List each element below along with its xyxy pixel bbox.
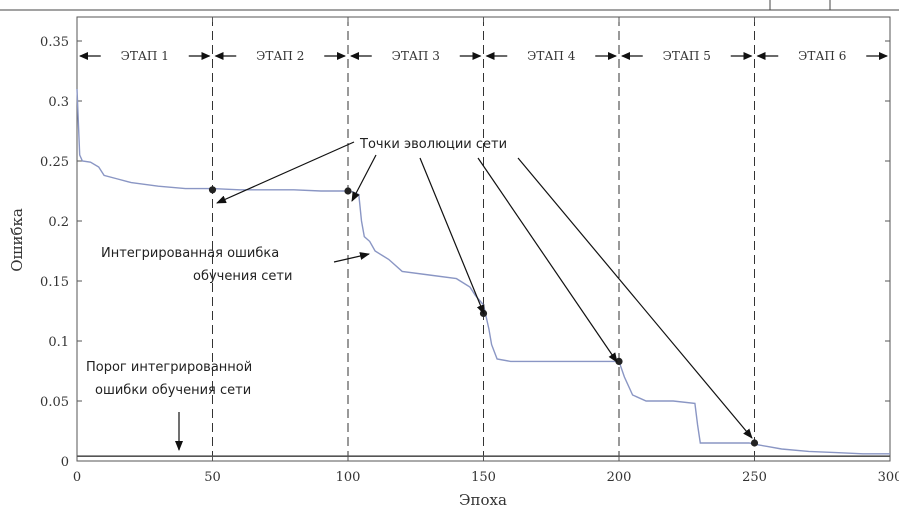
x-tick-label: 0 — [73, 470, 81, 485]
evolution-point — [344, 187, 352, 195]
annotation-threshold: Порог интегрированной ошибки обучения се… — [86, 360, 252, 451]
evolution-points — [208, 186, 759, 447]
stage-label: ЭТАП 5 — [663, 49, 711, 63]
annotation-arrow-150 — [419, 157, 485, 315]
stage-label: ЭТАП 3 — [392, 49, 440, 63]
annotation-arrow-200 — [477, 157, 618, 363]
stage-dividers — [212, 17, 755, 461]
y-tick-label: 0 — [61, 455, 69, 470]
stage-label: ЭТАП 2 — [256, 49, 304, 63]
annotation-arrow-250 — [517, 157, 753, 439]
stage-label: ЭТАП 6 — [798, 49, 846, 63]
y-tick-label: 0.05 — [40, 395, 69, 410]
y-tick-label: 0.35 — [40, 35, 69, 50]
annotation-evolution-points: Точки эволюции сети — [216, 137, 753, 439]
annotation-threshold-line1: Порог интегрированной — [86, 360, 252, 375]
x-tick-label: 150 — [471, 470, 496, 485]
evolution-point — [750, 439, 759, 447]
x-tick-label: 250 — [742, 470, 767, 485]
evolution-point — [208, 186, 217, 194]
x-axis-title: Эпоха — [459, 491, 507, 509]
stage-labels: ЭТАП 1 ЭТАП 2 ЭТАП 3 ЭТАП 4 ЭТАП 5 ЭТАП 6 — [121, 49, 847, 63]
y-tick-label: 0.1 — [48, 335, 69, 350]
series-layer — [76, 88, 890, 457]
y-axis-title: Ошибка — [8, 208, 26, 272]
annotation-arrow-50 — [216, 141, 355, 204]
annotation-arrow-100 — [351, 154, 377, 202]
annotation-integrated-error-line2: обучения сети — [193, 269, 292, 284]
series-integrated-error — [76, 88, 890, 455]
x-tick-label: 300 — [878, 470, 899, 485]
x-tick-label: 100 — [336, 470, 361, 485]
stage-label: ЭТАП 1 — [121, 49, 169, 63]
x-ticks: 0 50 100 150 200 250 300 — [73, 17, 899, 485]
annotation-integrated-error: Интегрированная ошибка обучения сети — [101, 246, 370, 284]
y-tick-label: 0.2 — [48, 215, 69, 230]
x-tick-label: 50 — [204, 470, 221, 485]
x-tick-label: 200 — [607, 470, 632, 485]
annotation-integrated-error-line1: Интегрированная ошибка — [101, 246, 279, 261]
y-tick-label: 0.3 — [48, 95, 69, 110]
y-ticks: 0 0.05 0.1 0.15 0.2 0.25 0.3 0.35 — [40, 35, 890, 470]
annotation-threshold-line2: ошибки обучения сети — [95, 383, 251, 398]
annotation-integrated-error-arrow — [333, 252, 370, 263]
y-tick-label: 0.25 — [40, 155, 69, 170]
stage-label: ЭТАП 4 — [527, 49, 576, 63]
y-tick-label: 0.15 — [40, 275, 69, 290]
annotation-evolution-points-text: Точки эволюции сети — [359, 137, 507, 152]
